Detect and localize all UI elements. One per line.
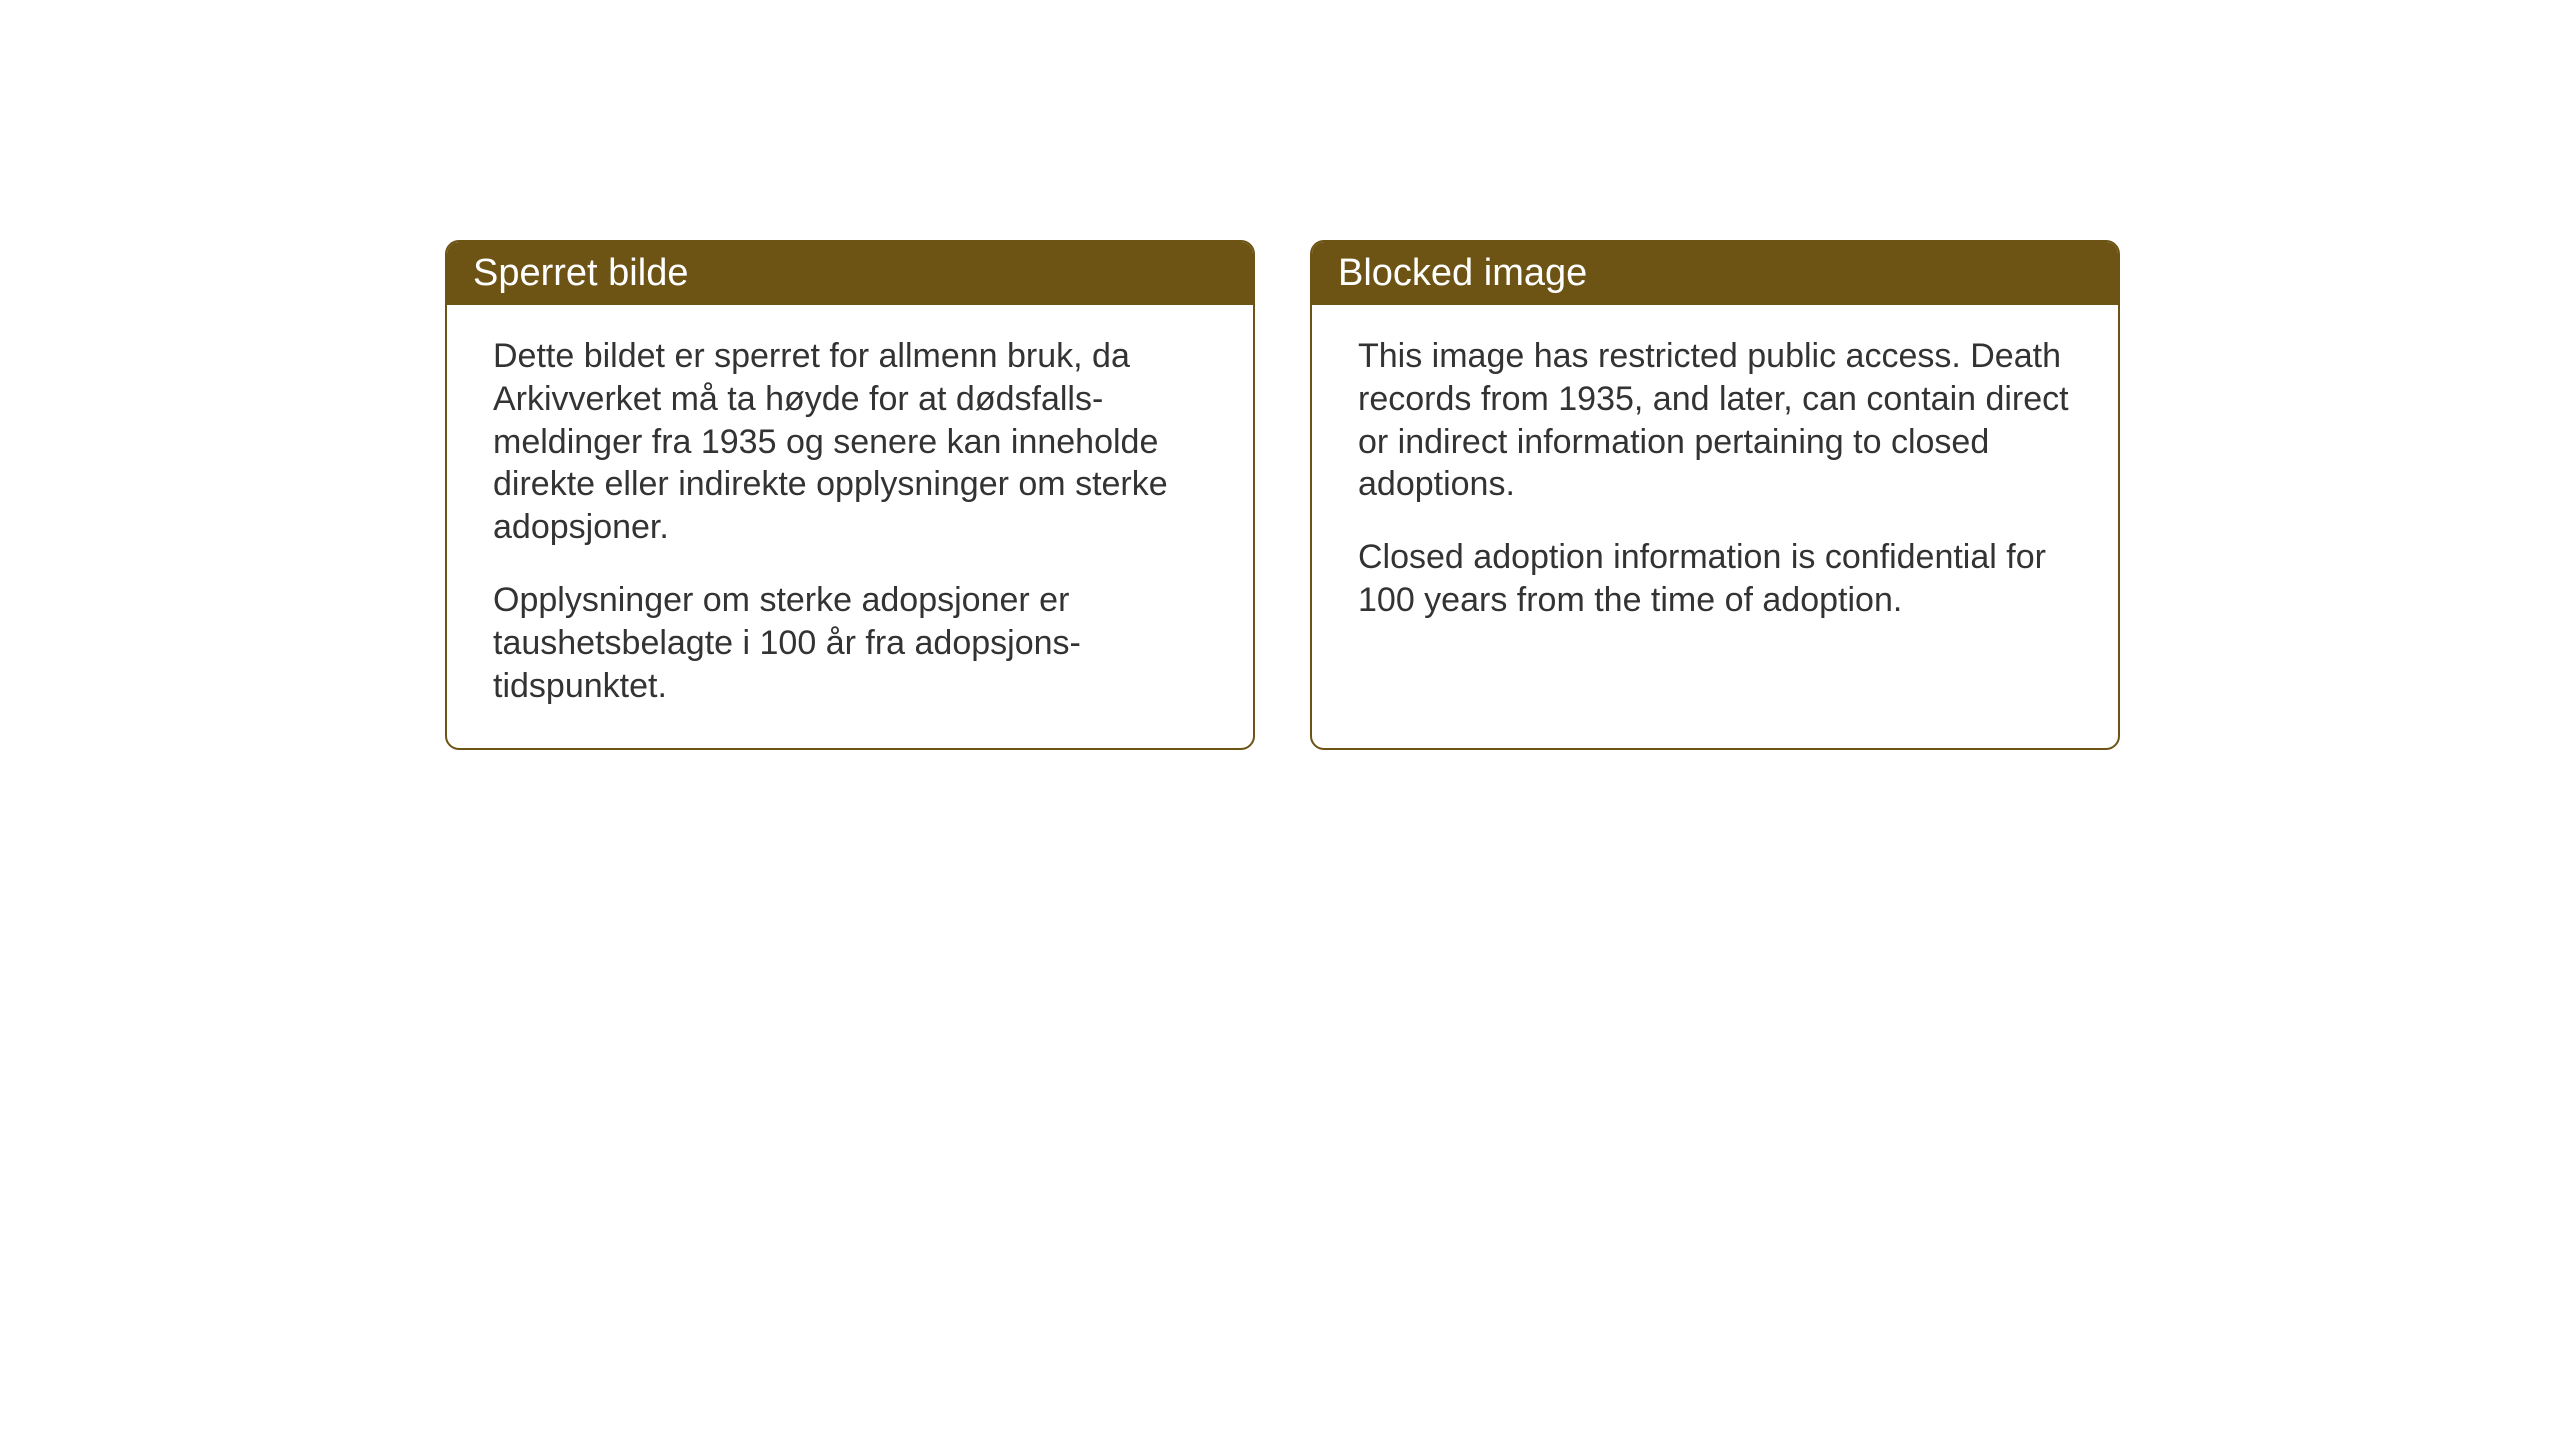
card-norwegian-body: Dette bildet er sperret for allmenn bruk… [447,305,1253,748]
card-english-body: This image has restricted public access.… [1312,305,2118,725]
card-english-paragraph-2: Closed adoption information is confident… [1358,536,2072,622]
card-english-paragraph-1: This image has restricted public access.… [1358,335,2072,506]
card-norwegian-paragraph-1: Dette bildet er sperret for allmenn bruk… [493,335,1207,549]
card-english: Blocked image This image has restricted … [1310,240,2120,750]
card-norwegian-title: Sperret bilde [473,252,688,294]
card-english-title: Blocked image [1338,252,1587,294]
card-english-header: Blocked image [1312,242,2118,305]
card-norwegian-header: Sperret bilde [447,242,1253,305]
card-norwegian-paragraph-2: Opplysninger om sterke adopsjoner er tau… [493,579,1207,707]
cards-container: Sperret bilde Dette bildet er sperret fo… [445,240,2120,750]
card-norwegian: Sperret bilde Dette bildet er sperret fo… [445,240,1255,750]
